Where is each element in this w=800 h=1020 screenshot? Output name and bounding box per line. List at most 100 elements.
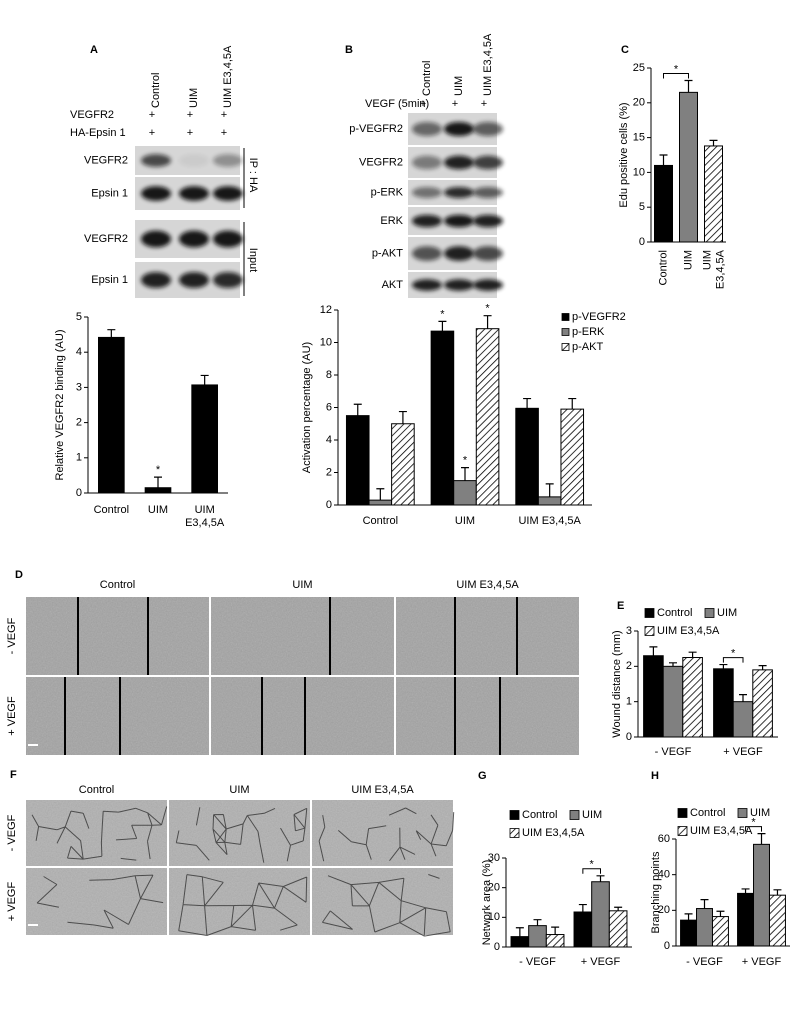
bar	[704, 145, 723, 243]
bar	[752, 669, 773, 738]
blot-band	[444, 155, 474, 170]
tube-network	[31, 806, 168, 861]
error-bar	[568, 397, 577, 410]
legend-swatch	[644, 608, 655, 618]
x-tick-label: - VEGF	[655, 746, 692, 758]
x-tick-label: UIME3,4,5A	[701, 249, 726, 289]
y-tick-label: 15	[633, 132, 645, 144]
band-label: p-VEGFR2	[349, 123, 403, 135]
y-tick-label: 2	[326, 466, 332, 478]
lane-label: Control	[421, 61, 433, 96]
column-label: Control	[100, 579, 135, 591]
error-bar	[757, 833, 766, 845]
y-tick-label: 25	[633, 62, 645, 74]
y-tick-label: 10	[633, 166, 645, 178]
error-bar	[739, 694, 747, 702]
blot-band	[213, 230, 243, 248]
significance-star: *	[751, 817, 756, 829]
y-tick-label: 1	[76, 452, 82, 464]
bar	[345, 415, 370, 506]
tube-network	[178, 874, 308, 936]
error-bar	[353, 403, 362, 416]
legend-swatch	[737, 808, 748, 818]
significance-bracket	[745, 826, 762, 832]
error-bar	[461, 467, 469, 481]
bar	[430, 330, 455, 506]
error-bar	[483, 315, 492, 329]
blot-band	[213, 272, 243, 288]
lane-label: UIM E3,4,5A	[482, 33, 494, 96]
y-tick-label: 30	[488, 852, 500, 864]
bar	[737, 892, 755, 947]
error-bar	[669, 662, 677, 667]
y-tick-label: 5	[639, 201, 645, 213]
blot-band	[179, 230, 209, 248]
micrograph-texture	[211, 597, 394, 675]
micrograph-texture	[26, 868, 167, 935]
bar	[144, 487, 172, 494]
micrograph-texture	[312, 868, 453, 935]
significance-star: *	[156, 464, 161, 476]
y-tick-label: 0	[326, 499, 332, 511]
micrograph-texture	[396, 677, 579, 755]
column-label: UIM	[292, 579, 312, 591]
lane-label: UIM	[188, 88, 200, 108]
legend-swatch	[509, 810, 520, 820]
lane-label: Control	[150, 73, 162, 108]
row-label: + VEGF	[6, 882, 18, 922]
error-bar	[659, 154, 668, 166]
blot-band	[179, 154, 209, 167]
significance-bracket	[582, 868, 601, 874]
band-label: p-ERK	[371, 186, 404, 198]
legend-label: UIM E3,4,5A	[522, 827, 585, 839]
bar	[768, 894, 786, 947]
condition-mark: +	[420, 98, 426, 110]
y-tick-label: 2	[76, 417, 82, 429]
blot-band	[179, 186, 209, 201]
error-bar	[154, 476, 162, 488]
y-tick-label: 2	[626, 660, 632, 672]
y-tick-label: 20	[633, 97, 645, 109]
panel-letter: H	[651, 770, 659, 782]
band-label: ERK	[380, 215, 403, 227]
legend-label: Control	[522, 809, 557, 821]
error-bar	[700, 899, 709, 909]
x-tick-label: + VEGF	[723, 746, 763, 758]
error-bar	[716, 910, 725, 917]
bar	[510, 936, 530, 948]
bar	[98, 336, 125, 494]
band-label: p-AKT	[372, 247, 403, 259]
error-bar	[596, 875, 605, 882]
y-tick-label: 3	[626, 625, 632, 637]
error-bar	[773, 889, 782, 896]
error-bar	[533, 919, 542, 926]
condition-label: VEGF (5min)	[365, 98, 429, 110]
panel-letter: D	[15, 569, 23, 581]
legend-swatch	[644, 626, 655, 636]
row-label: + VEGF	[6, 696, 18, 736]
x-tick-label: + VEGF	[742, 956, 782, 968]
legend-label: UIM E3,4,5A	[690, 825, 753, 837]
blot-band	[141, 186, 171, 201]
y-axis-label: Network area (%)	[481, 860, 493, 946]
bar	[475, 328, 500, 506]
micrograph-texture	[396, 597, 579, 675]
y-tick-label: 10	[488, 911, 500, 923]
legend-label: UIM	[750, 807, 770, 819]
blot-band	[473, 279, 503, 291]
micrograph-texture	[26, 800, 167, 866]
significance-star: *	[590, 859, 595, 871]
y-axis-label: Relative VEGFR2 binding (AU)	[54, 329, 66, 480]
x-tick-label: Control	[657, 250, 669, 285]
tube-network	[36, 874, 164, 929]
blot-band	[444, 279, 474, 291]
panel-letter: B	[345, 44, 353, 56]
condition-mark: +	[187, 109, 193, 121]
error-bar	[376, 488, 385, 501]
error-bar	[719, 663, 728, 669]
error-bar	[684, 913, 693, 921]
band-label: Epsin 1	[91, 187, 128, 199]
